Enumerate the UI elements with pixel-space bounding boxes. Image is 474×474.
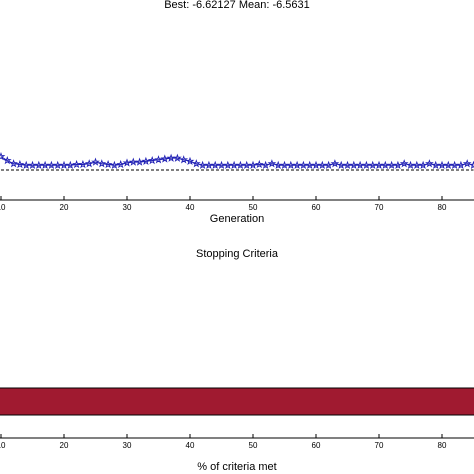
star-marker: [103, 159, 113, 169]
star-marker: [267, 159, 277, 168]
x-tick-label: 30: [123, 203, 132, 212]
star-marker: [166, 153, 176, 162]
x-tick-label: 50: [249, 203, 258, 212]
x-tick-label: 80: [438, 203, 447, 212]
x-tick-label: 70: [375, 203, 384, 212]
star-marker: [135, 157, 144, 166]
x-tick-label: 40: [186, 441, 195, 450]
x-tick-label: 70: [375, 441, 384, 450]
star-marker: [141, 156, 151, 166]
star-marker: [78, 159, 88, 169]
star-marker: [456, 160, 466, 169]
star-marker: [0, 152, 6, 161]
star-marker: [374, 160, 384, 169]
x-tick-label: 60: [312, 203, 321, 212]
x-tick-label: 50: [249, 441, 258, 450]
star-marker: [217, 160, 226, 169]
star-marker: [324, 160, 333, 169]
star-marker: [292, 160, 302, 169]
star-marker: [280, 160, 289, 169]
star-marker: [273, 160, 283, 169]
star-marker: [179, 155, 189, 164]
star-marker: [418, 160, 428, 169]
star-marker: [236, 160, 245, 169]
star-marker: [393, 160, 403, 169]
star-marker: [317, 160, 327, 169]
star-marker: [47, 160, 56, 169]
star-marker: [59, 160, 69, 169]
star-marker: [311, 160, 321, 169]
star-marker: [198, 160, 207, 169]
x-tick-label: 10: [0, 203, 6, 212]
star-marker: [450, 160, 459, 169]
star-marker: [261, 160, 270, 169]
star-marker: [160, 154, 170, 163]
star-marker: [2, 155, 12, 165]
x-tick-label: 80: [438, 441, 447, 450]
star-marker: [299, 160, 308, 169]
star-marker: [462, 159, 472, 168]
x-tick-label: 20: [60, 441, 69, 450]
star-marker: [355, 160, 365, 169]
star-marker: [147, 155, 157, 165]
star-marker: [406, 160, 415, 169]
star-marker: [425, 159, 434, 168]
star-marker: [15, 159, 25, 169]
star-marker: [431, 160, 441, 169]
mean-line: [0, 156, 474, 166]
star-marker: [443, 160, 453, 169]
star-marker: [185, 156, 195, 166]
star-marker: [84, 159, 94, 168]
star-marker: [330, 159, 340, 168]
chart-title: Best: -6.62127 Mean: -6.5631: [164, 0, 310, 11]
star-marker: [412, 160, 422, 169]
x-tick-label: 60: [312, 441, 321, 450]
star-marker: [387, 160, 396, 169]
star-marker: [9, 159, 18, 168]
star-marker: [204, 160, 214, 169]
star-marker: [399, 159, 409, 168]
x-axis-label: Generation: [210, 213, 264, 225]
star-marker: [248, 160, 258, 169]
star-marker: [34, 160, 44, 169]
star-marker: [223, 160, 233, 169]
star-marker: [128, 157, 138, 166]
star-marker: [343, 160, 352, 169]
x-axis-label: % of criteria met: [197, 461, 276, 473]
star-marker: [362, 160, 371, 169]
star-marker: [40, 160, 50, 169]
star-marker: [173, 153, 182, 162]
star-marker: [380, 160, 390, 169]
x-tick-label: 30: [123, 441, 132, 450]
star-marker: [368, 160, 378, 169]
x-tick-label: 10: [0, 441, 6, 450]
star-marker: [110, 160, 119, 169]
star-marker: [210, 160, 220, 169]
x-tick-label: 20: [60, 203, 69, 212]
star-marker: [91, 157, 100, 166]
star-marker: [154, 155, 163, 164]
star-marker: [286, 160, 296, 169]
star-marker: [97, 159, 107, 168]
star-marker: [53, 160, 63, 169]
star-marker: [229, 160, 239, 169]
x-tick-label: 40: [186, 203, 195, 212]
star-marker: [254, 159, 264, 169]
star-marker: [437, 160, 447, 169]
star-marker: [242, 160, 252, 169]
chart-title: Stopping Criteria: [196, 248, 279, 260]
star-marker: [191, 159, 201, 168]
star-marker: [349, 160, 359, 169]
star-marker: [28, 160, 37, 169]
star-marker: [65, 160, 75, 169]
star-marker: [122, 158, 132, 167]
bar: [0, 387, 474, 416]
star-marker: [21, 160, 31, 169]
star-marker: [305, 160, 315, 169]
star-marker: [336, 160, 346, 169]
star-marker: [116, 159, 126, 169]
star-marker: [72, 159, 81, 169]
